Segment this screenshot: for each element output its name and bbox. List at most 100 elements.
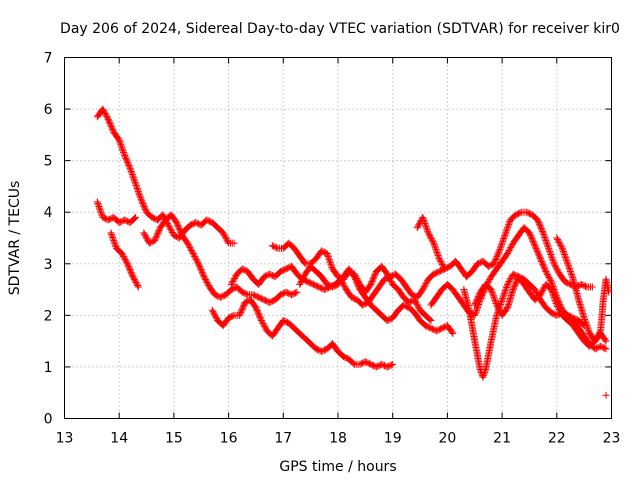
data-point [497, 242, 505, 250]
data-point [538, 288, 546, 296]
data-point [420, 216, 428, 224]
data-point [97, 209, 105, 217]
data-point [102, 111, 110, 119]
data-point [540, 230, 548, 238]
data-point [498, 241, 506, 249]
data-point [538, 259, 546, 267]
data-point [535, 293, 543, 301]
y-tick-label: 5 [44, 154, 53, 170]
data-point [542, 237, 550, 245]
data-point [545, 246, 553, 254]
data-point [507, 244, 515, 252]
data-point [536, 222, 544, 230]
data-point [237, 308, 245, 316]
data-point [297, 277, 305, 285]
data-point [259, 319, 267, 327]
data-point [121, 151, 129, 159]
data-point [120, 254, 128, 262]
data-point [154, 228, 162, 236]
data-point [493, 253, 501, 261]
data-point [141, 232, 149, 240]
data-point [562, 254, 570, 262]
data-point [118, 249, 126, 257]
data-point [255, 311, 263, 319]
data-point [123, 258, 131, 266]
data-point [191, 254, 199, 262]
data-point [209, 308, 217, 316]
data-point [560, 251, 568, 259]
data-point [557, 243, 565, 251]
data-point [562, 255, 570, 263]
data-point [203, 279, 211, 287]
data-point [430, 241, 438, 249]
data-point [353, 278, 361, 286]
data-point [327, 260, 335, 268]
data-point [153, 232, 161, 240]
data-point [505, 221, 513, 229]
data-point [185, 242, 193, 250]
data-point [434, 250, 442, 258]
data-point [196, 263, 204, 271]
data-point [134, 282, 142, 290]
data-point [128, 271, 136, 279]
data-point [138, 198, 146, 206]
data-point [601, 344, 609, 352]
data-point [128, 171, 136, 179]
data-point [438, 259, 446, 267]
data-point [500, 290, 508, 298]
data-point [211, 311, 219, 319]
data-point [352, 277, 360, 285]
data-point [493, 303, 501, 311]
series-track-b [93, 198, 140, 227]
data-point [109, 233, 117, 241]
data-point [555, 238, 563, 246]
data-point [434, 252, 442, 260]
data-point [506, 245, 514, 253]
data-point [530, 239, 538, 247]
data-point [119, 147, 127, 155]
data-point [594, 331, 602, 339]
data-point [140, 202, 148, 210]
data-point [555, 299, 563, 307]
data-point [567, 269, 575, 277]
data-point [502, 227, 510, 235]
data-point [323, 249, 331, 257]
data-point [168, 228, 176, 236]
data-point [117, 142, 125, 150]
data-point [200, 273, 208, 281]
data-point [131, 214, 139, 222]
x-tick-label: 14 [110, 431, 128, 447]
data-point [474, 292, 482, 300]
data-point [168, 227, 176, 235]
data-point [370, 272, 378, 280]
data-point [596, 328, 604, 336]
data-point [560, 249, 568, 257]
data-point [568, 271, 576, 279]
data-point [605, 288, 613, 296]
data-point [133, 184, 141, 192]
data-point [173, 220, 181, 228]
data-point [568, 272, 576, 280]
data-point [134, 186, 142, 194]
data-point [551, 261, 559, 269]
data-point [537, 223, 545, 231]
data-point [201, 274, 209, 282]
data-point [166, 224, 174, 232]
data-point [475, 291, 483, 299]
data-point [485, 277, 493, 285]
data-point [526, 230, 534, 238]
data-point [411, 297, 419, 305]
data-point [585, 326, 593, 334]
data-point [184, 239, 192, 247]
data-point [491, 296, 499, 304]
data-point [424, 229, 432, 237]
data-point [546, 247, 554, 255]
series-track-l [471, 273, 610, 353]
data-point [219, 229, 227, 237]
data-point [120, 150, 128, 158]
data-point [420, 218, 428, 226]
data-point [558, 244, 566, 252]
data-point [139, 200, 147, 208]
data-point [502, 284, 510, 292]
data-point [240, 301, 248, 309]
